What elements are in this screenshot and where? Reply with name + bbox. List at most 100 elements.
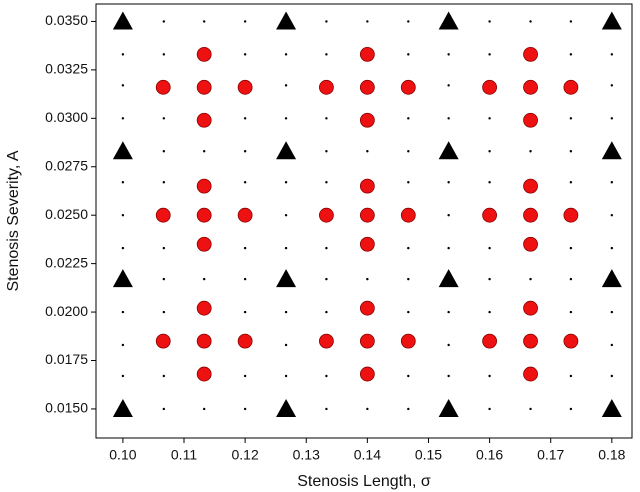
grid-dot [447,117,450,120]
grid-dot [366,150,369,153]
red-point [482,333,497,349]
grid-dot [325,407,328,411]
grid-dot [407,20,410,23]
x-tick-label: 0.18 [598,447,625,463]
grid-dot [407,53,410,56]
grid-dot [407,374,410,378]
grid-dot [447,84,450,87]
red-point [482,79,497,95]
grid-dot [162,374,166,378]
triangle-point [112,11,133,30]
grid-dot [284,246,288,250]
triangle-point [438,398,459,417]
grid-dot [284,343,288,347]
grid-dot [488,150,491,153]
y-axis-label: Stenosis Severity, A [5,150,22,291]
grid-dot [488,277,491,281]
red-point [196,333,212,349]
grid-dot [325,20,328,23]
red-point [196,178,212,194]
grid-dot [162,277,166,281]
red-point [482,207,497,223]
grid-dot [447,181,450,184]
grid-dot [488,246,491,250]
grid-dot [488,20,491,23]
grid-dot [202,150,206,153]
grid-dot [610,343,614,347]
grid-dot [202,277,206,281]
grid-dot [162,407,166,411]
grid-dot [162,150,166,153]
grid-dot [447,374,450,378]
grid-dot [284,310,288,314]
grid-dot [162,181,166,184]
y-tick-label: 0.0325 [45,61,88,77]
grid-dot [325,181,328,184]
grid-dot [284,213,288,217]
grid-dot [610,181,614,184]
grid-dot [407,150,410,153]
grid-dot [569,374,573,378]
red-point [359,178,375,194]
red-point [319,333,334,349]
triangle-point [276,141,297,160]
red-point [237,333,253,349]
triangle-point [438,269,459,288]
y-tick-label: 0.0200 [45,303,88,319]
grid-dot [488,53,491,56]
grid-dot [325,246,328,250]
grid-dot [447,310,450,314]
grid-dot [407,246,410,250]
grid-dot [284,53,288,56]
grid-dot [529,407,532,411]
triangle-point [276,269,297,288]
grid-dot [488,117,491,120]
grid-dot [407,181,410,184]
grid-dot [569,246,573,250]
grid-dot [121,246,125,250]
grid-dot [529,20,532,23]
grid-dot [121,213,125,217]
grid-dot [610,53,614,56]
red-point [563,207,579,223]
red-point [523,178,538,194]
red-point [237,79,253,95]
red-point [196,79,212,95]
red-point [196,46,212,62]
grid-dot [447,53,450,56]
grid-dot [569,117,573,120]
red-point [359,300,375,316]
grid-dot [488,407,491,411]
grid-dot [569,310,573,314]
y-tick-label: 0.0350 [45,12,88,28]
grid-dot [243,277,247,281]
grid-dot [243,407,247,411]
y-tick-label: 0.0275 [45,157,88,173]
grid-dot [243,150,247,153]
grid-dot [284,84,288,87]
grid-dot [243,310,247,314]
grid-dot [407,407,410,411]
red-point [359,46,375,62]
red-point [359,112,375,128]
x-tick-label: 0.16 [476,447,503,463]
triangle-point [276,11,297,30]
grid-dot [447,246,450,250]
grid-dot [569,181,573,184]
red-point [359,236,375,252]
grid-dot [325,277,328,281]
grid-dot [488,310,491,314]
y-tick-label: 0.0300 [45,109,88,125]
triangle-point [601,269,622,288]
grid-dot [488,374,491,378]
x-tick-label: 0.10 [109,447,136,463]
grid-dot [325,150,328,153]
red-point [563,333,579,349]
plot-frame [95,3,633,439]
y-tick-label: 0.0175 [45,351,88,367]
red-point [196,300,212,316]
grid-dot [569,20,573,23]
triangle-point [112,398,133,417]
grid-dot [243,181,247,184]
